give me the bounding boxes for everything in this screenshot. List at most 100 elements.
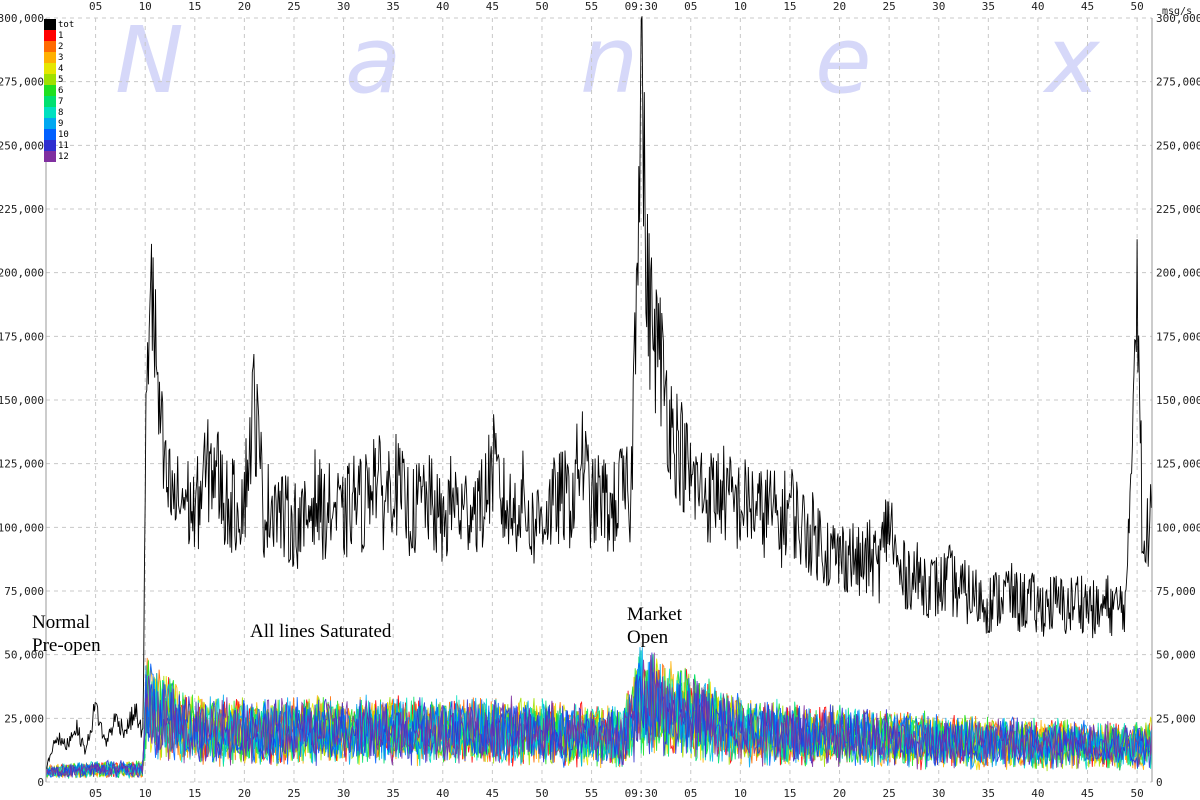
x-tick-label-bottom: 40	[436, 787, 449, 800]
x-tick-label-bottom: 35	[982, 787, 995, 800]
legend-label: 1	[58, 31, 63, 41]
x-tick-label-top: 20	[238, 0, 251, 13]
annotation-text: Market	[627, 604, 683, 625]
grid	[46, 17, 1152, 783]
annotation-text: Normal	[32, 612, 90, 633]
y-tick-label-left: 250,000	[0, 139, 44, 152]
watermark-letter: a	[345, 7, 401, 114]
x-tick-label-top: 10	[139, 0, 152, 13]
x-tick-label-top: 45	[1081, 0, 1094, 13]
x-tick-label-top: 45	[486, 0, 499, 13]
annotation-text: All lines Saturated	[250, 621, 392, 642]
legend-swatch	[44, 19, 56, 30]
x-tick-label-bottom: 05	[684, 787, 697, 800]
x-tick-label-top: 35	[387, 0, 400, 13]
x-tick-label-top: 05	[89, 0, 102, 13]
y-tick-label-left: 225,000	[0, 203, 44, 216]
watermark-letter: x	[1042, 7, 1101, 114]
legend-swatch	[44, 52, 56, 63]
x-tick-label-bottom: 45	[1081, 787, 1094, 800]
x-tick-label-top: 10	[734, 0, 747, 13]
legend-label: 8	[58, 108, 63, 118]
y-tick-label-right: 150,000	[1156, 394, 1200, 407]
x-tick-label-bottom: 30	[932, 787, 945, 800]
x-tick-label-top: 15	[188, 0, 201, 13]
legend-swatch	[44, 41, 56, 52]
x-tick-label-bottom: 25	[287, 787, 300, 800]
x-tick-label-top: 15	[783, 0, 796, 13]
legend-label: tot	[58, 20, 74, 30]
y-tick-label-right: 175,000	[1156, 330, 1200, 343]
x-tick-label-top: 30	[932, 0, 945, 13]
x-tick-label-bottom: 35	[387, 787, 400, 800]
x-tick-label-bottom: 45	[486, 787, 499, 800]
legend-swatch	[44, 96, 56, 107]
x-tick-label-bottom: 20	[238, 787, 251, 800]
y-tick-label-right: 275,000	[1156, 76, 1200, 89]
x-tick-label-bottom: 40	[1031, 787, 1044, 800]
legend-swatch	[44, 140, 56, 151]
y-tick-label-right: 50,000	[1156, 649, 1196, 662]
legend-swatch	[44, 63, 56, 74]
annotation-text: Open	[627, 627, 669, 648]
x-tick-label-top: 55	[585, 0, 598, 13]
legend-label: 12	[58, 152, 69, 162]
y-tick-label-left: 300,000	[0, 12, 44, 25]
y-tick-label-right: 125,000	[1156, 458, 1200, 471]
total-series-line	[45, 16, 1152, 770]
x-tick-label-top: 25	[883, 0, 896, 13]
x-tick-label-top: 40	[436, 0, 449, 13]
legend-swatch	[44, 118, 56, 129]
legend-label: 7	[58, 97, 63, 107]
y-tick-label-right: 75,000	[1156, 585, 1196, 598]
annotation-text: Pre-open	[32, 635, 101, 656]
x-tick-label-top: 09:30	[625, 0, 658, 13]
x-tick-label-bottom: 05	[89, 787, 102, 800]
y-tick-label-right: 0	[1156, 776, 1163, 789]
y-tick-label-right: 200,000	[1156, 267, 1200, 280]
y-tick-label-left: 150,000	[0, 394, 44, 407]
y-tick-label-left: 75,000	[4, 585, 44, 598]
x-tick-label-bottom: 50	[1130, 787, 1143, 800]
x-tick-label-top: 25	[287, 0, 300, 13]
legend-swatch	[44, 151, 56, 162]
legend-label: 11	[58, 141, 69, 151]
y-tick-label-right: 100,000	[1156, 521, 1200, 534]
y-tick-label-left: 25,000	[4, 712, 44, 725]
x-tick-label-bottom: 30	[337, 787, 350, 800]
y-tick-label-left: 200,000	[0, 267, 44, 280]
x-tick-label-bottom: 10	[734, 787, 747, 800]
y-tick-label-right: 300,000	[1156, 12, 1200, 25]
y-tick-label-left: 275,000	[0, 76, 44, 89]
x-tick-label-bottom: 15	[783, 787, 796, 800]
y-tick-label-left: 175,000	[0, 330, 44, 343]
lines-band	[45, 647, 1153, 779]
watermark-letter: n	[580, 7, 638, 114]
legend-swatch	[44, 129, 56, 140]
y-tick-label-left: 100,000	[0, 521, 44, 534]
y-tick-label-right: 225,000	[1156, 203, 1200, 216]
x-tick-label-top: 50	[535, 0, 548, 13]
legend-label: 5	[58, 75, 63, 85]
legend-swatch	[44, 85, 56, 96]
x-tick-label-bottom: 25	[883, 787, 896, 800]
x-tick-label-top: 35	[982, 0, 995, 13]
legend-label: 6	[58, 86, 63, 96]
x-tick-label-top: 05	[684, 0, 697, 13]
x-tick-label-bottom: 15	[188, 787, 201, 800]
y-unit-label: msg/s	[1162, 6, 1192, 17]
watermark-letter: e	[815, 7, 872, 114]
legend-label: 2	[58, 42, 63, 52]
x-tick-label-bottom: 55	[585, 787, 598, 800]
y-tick-label-right: 25,000	[1156, 712, 1196, 725]
y-tick-label-right: 250,000	[1156, 139, 1200, 152]
total-series	[45, 16, 1152, 770]
x-tick-label-top: 40	[1031, 0, 1044, 13]
x-tick-label-bottom: 50	[535, 787, 548, 800]
x-tick-label-bottom: 09:30	[625, 787, 658, 800]
watermark-letter: N	[115, 7, 184, 114]
